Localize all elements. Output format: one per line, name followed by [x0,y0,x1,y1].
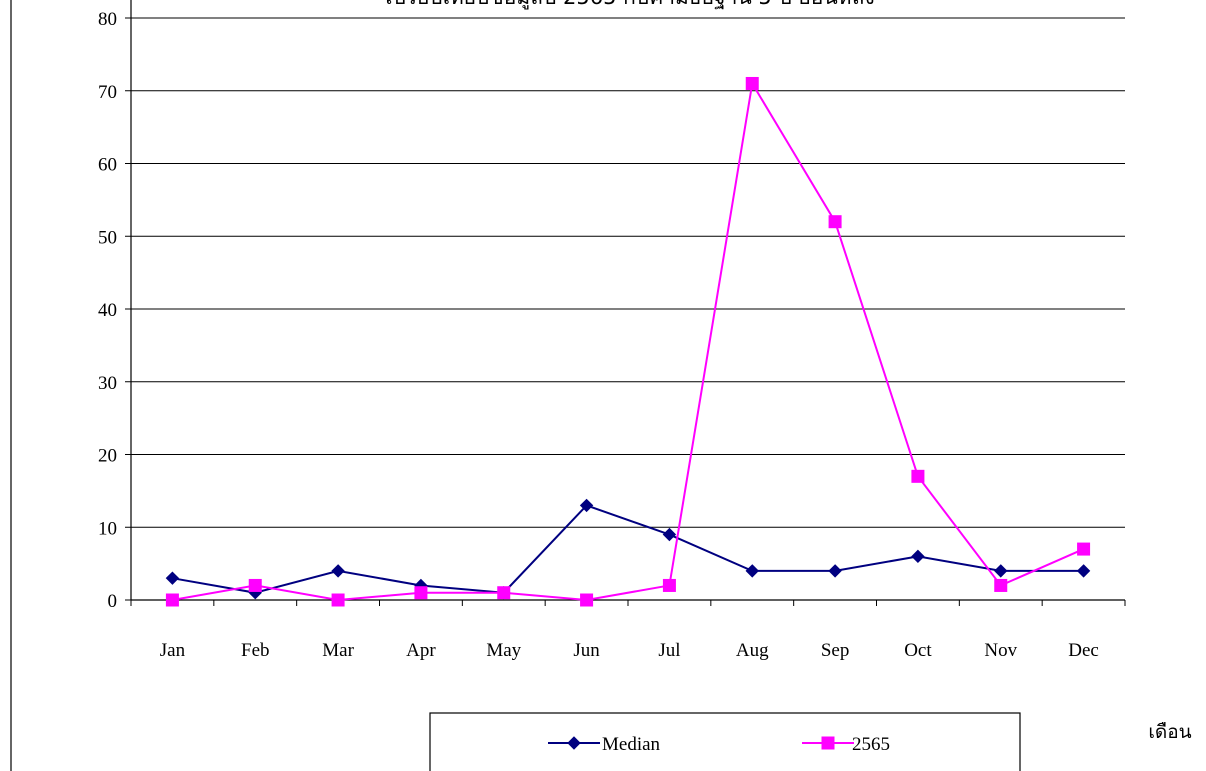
legend-item-median: Median [548,734,661,755]
x-tick-label-jun: Jun [573,640,600,661]
legend-item-2565: 2565 [802,734,890,755]
legend-label: 2565 [852,734,890,755]
axes [130,0,1125,601]
x-tick-label-may: May [486,640,521,661]
x-tick-label-oct: Oct [904,640,932,661]
y-tick-label: 10 [98,518,117,539]
legend-box [429,712,1021,771]
point-marker-median-dec [1076,564,1091,578]
y-tick-label: 60 [98,155,117,176]
y-tick-label: 30 [98,373,117,394]
point-marker-median-jun [579,498,594,513]
point-marker-median-oct [911,549,925,564]
point-marker-2565-jun [580,593,594,607]
series-line [172,80,1084,602]
x-tick-label-dec: Dec [1068,640,1099,661]
point-marker-2565-apr [414,586,428,600]
x-axis-ticks: Jan Feb Mar Apr May Jun Jul Aug Sep Oct Nov Dec [130,600,1126,661]
series-median [165,498,1091,600]
point-marker-2565-mar [331,593,345,607]
y-tick-label: 20 [98,446,117,467]
point-marker-2565-jul [662,578,676,592]
legend: Median 2565 [548,734,890,755]
y-tick-label: 50 [98,227,117,248]
point-marker-2565-may [497,586,511,600]
point-marker-median-sep [828,564,842,578]
x-tick-label-apr: Apr [406,640,436,661]
series-group [165,76,1091,607]
point-marker-2565-aug [745,76,759,90]
point-marker-median-nov [994,564,1008,578]
legend-label: Median [602,734,661,755]
series-2565 [165,76,1091,607]
point-marker-median-jul [662,527,677,542]
point-marker-legend-median [567,736,581,750]
x-tick-label-aug: Aug [736,640,769,661]
x-axis-label: เดือน [1148,721,1191,743]
point-marker-2565-dec [1077,542,1091,556]
chart-title: เปรียบเทียบข้อมูลปี 2565 กับค่ามัธยฐาน 5… [385,0,874,10]
x-tick-label-sep: Sep [821,640,850,661]
x-tick-label-feb: Feb [241,640,270,661]
x-tick-label-nov: Nov [984,640,1017,661]
point-marker-median-mar [331,564,345,578]
point-marker-2565-oct [911,469,925,483]
point-marker-median-aug [745,564,759,578]
x-tick-label-mar: Mar [322,640,354,661]
series-line [172,504,1084,594]
point-marker-legend-2565 [821,736,835,750]
y-tick-label: 70 [98,82,117,103]
point-marker-median-jan [165,571,180,585]
gridlines [131,17,1125,528]
point-marker-2565-feb [248,578,262,592]
y-axis-ticks: 0 10 20 30 40 50 60 70 80 [98,9,131,612]
x-tick-label-jan: Jan [160,640,186,661]
point-marker-2565-nov [994,578,1008,592]
point-marker-2565-jan [165,593,179,607]
y-tick-label: 80 [98,9,117,30]
y-tick-label: 0 [108,591,118,612]
x-tick-label-jul: Jul [658,640,680,661]
point-marker-2565-sep [828,215,842,229]
y-tick-label: 40 [98,300,117,321]
